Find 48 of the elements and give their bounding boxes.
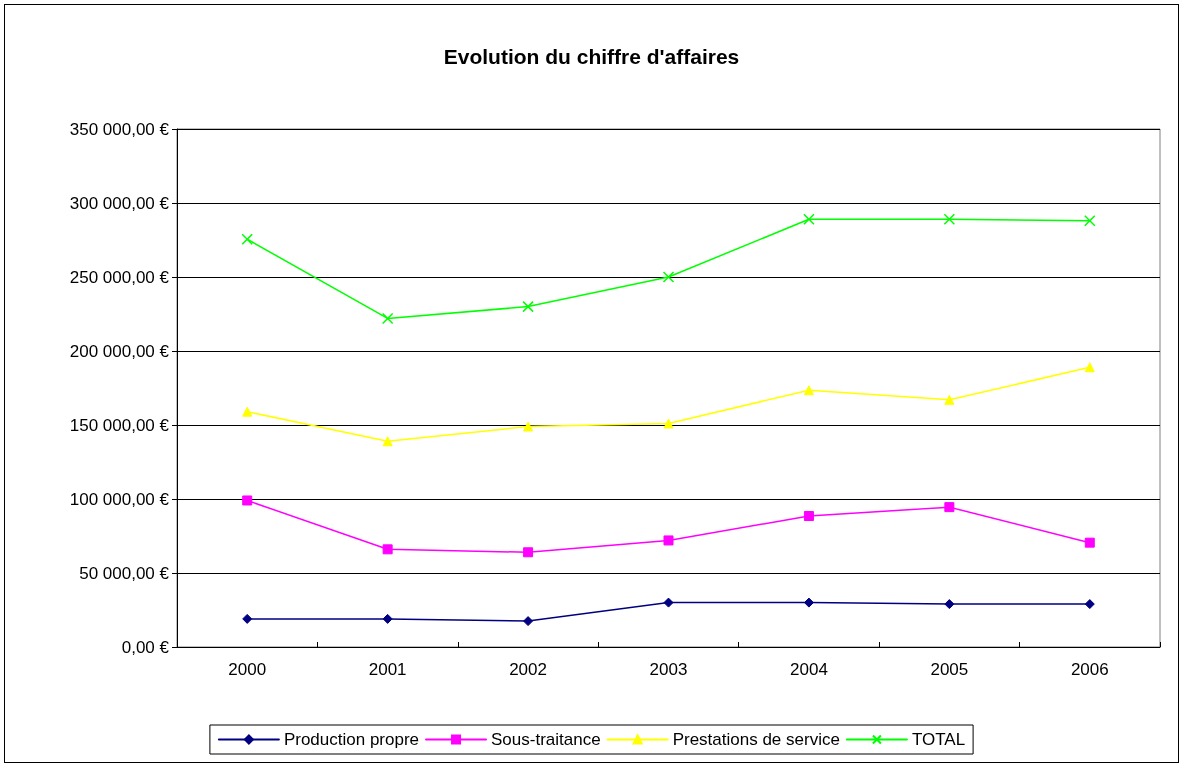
y-tick-label: 250 000,00 € [69, 267, 170, 287]
point [382, 613, 393, 624]
point [242, 495, 253, 506]
point [523, 616, 534, 627]
y-tick-label: 0,00 € [121, 637, 170, 657]
chart-title: Evolution du chiffre d'affaires [443, 45, 740, 68]
x-tick-label: 2004 [790, 660, 828, 679]
legend-label: Prestations de service [672, 730, 840, 749]
x-tick-label: 2001 [368, 660, 407, 679]
point [1084, 215, 1096, 227]
legend-label: Production propre [283, 730, 420, 749]
point [382, 436, 393, 447]
y-tick-label: 100 000,00 € [69, 489, 170, 509]
point [242, 613, 253, 624]
y-tick-label: 50 000,00 € [79, 563, 170, 583]
point [1084, 537, 1095, 548]
point [523, 421, 534, 432]
y-tick-label: 300 000,00 € [69, 193, 170, 213]
point [382, 544, 393, 555]
y-tick-label: 150 000,00 € [69, 415, 170, 435]
point [663, 418, 674, 429]
legend-label: Sous-traitance [491, 730, 601, 749]
x-tick-label: 2000 [228, 660, 267, 679]
point [381, 312, 394, 325]
point [803, 213, 815, 226]
legend-label: TOTAL [911, 730, 966, 749]
x-tick-label: 2006 [1070, 660, 1109, 679]
x-tick-label: 2005 [930, 660, 969, 679]
point [242, 406, 253, 417]
y-tick-label: 350 000,00 € [69, 119, 170, 139]
x-tick-label: 2002 [509, 660, 547, 679]
point [663, 535, 674, 546]
point [1084, 599, 1095, 610]
point [943, 213, 956, 226]
point [944, 394, 955, 405]
point [803, 385, 814, 396]
point [522, 300, 534, 313]
point [241, 233, 253, 246]
point [662, 271, 675, 283]
point [803, 597, 814, 608]
point [944, 599, 955, 610]
x-tick-label: 2003 [649, 660, 688, 679]
point [663, 597, 674, 608]
point [803, 511, 814, 522]
y-tick-label: 200 000,00 € [69, 341, 170, 361]
point [1084, 362, 1095, 373]
point [523, 547, 534, 558]
point [944, 502, 955, 513]
